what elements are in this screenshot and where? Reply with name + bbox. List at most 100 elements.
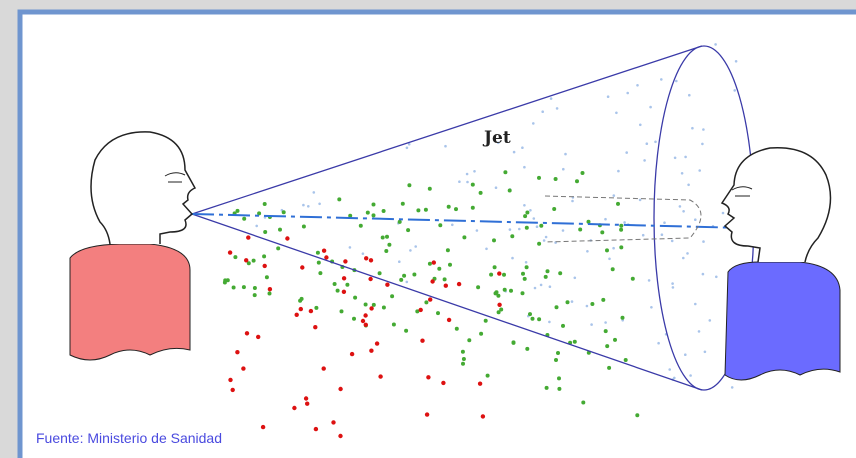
left-eye	[164, 172, 186, 183]
droplet	[492, 238, 496, 243]
droplet	[473, 170, 476, 173]
droplet	[606, 95, 610, 98]
droplet	[365, 210, 370, 215]
droplet	[444, 144, 447, 148]
droplet	[381, 305, 386, 310]
droplet	[554, 358, 558, 362]
droplet	[521, 271, 525, 276]
droplet	[524, 261, 528, 264]
droplet	[654, 140, 657, 144]
droplet	[518, 227, 521, 231]
droplet	[523, 165, 526, 169]
inhalation-zone	[544, 195, 702, 243]
droplet	[242, 216, 247, 221]
droplet	[585, 304, 589, 308]
droplet	[426, 375, 431, 380]
droplet	[714, 43, 717, 46]
droplet	[610, 267, 615, 272]
droplet	[630, 276, 635, 281]
droplet	[294, 312, 299, 317]
droplet	[387, 242, 392, 247]
droplet	[604, 321, 607, 324]
droplet	[397, 219, 402, 224]
droplet	[222, 280, 227, 285]
droplet	[552, 207, 557, 211]
droplet	[558, 271, 563, 276]
droplet	[561, 323, 565, 328]
droplet	[702, 240, 705, 243]
droplet	[324, 255, 329, 260]
droplet	[489, 272, 494, 277]
droplet	[252, 293, 257, 298]
droplet	[423, 207, 428, 212]
droplet	[570, 300, 574, 303]
droplet	[338, 433, 343, 439]
droplet	[427, 261, 432, 266]
droplet	[621, 319, 624, 322]
droplet	[478, 190, 483, 195]
droplet	[698, 169, 701, 172]
droplets	[222, 43, 740, 439]
droplet	[264, 275, 269, 280]
droplet	[424, 300, 429, 305]
droplet	[369, 348, 374, 353]
droplet	[619, 223, 624, 228]
droplet	[510, 234, 515, 239]
droplet	[641, 233, 645, 237]
droplet	[451, 223, 454, 227]
droplet	[378, 374, 383, 379]
droplet	[374, 341, 380, 346]
droplet	[285, 236, 290, 241]
droplet	[476, 285, 481, 290]
droplet	[580, 171, 585, 175]
droplet	[414, 245, 418, 248]
droplet	[608, 257, 611, 261]
droplet	[532, 122, 535, 125]
droplet	[522, 276, 527, 281]
droplet	[645, 142, 649, 145]
droplet	[524, 265, 529, 270]
droplet	[502, 287, 507, 292]
droplet	[483, 318, 488, 323]
droplet	[687, 183, 690, 187]
droplet	[402, 273, 407, 278]
droplet	[363, 302, 368, 307]
droplet	[680, 172, 684, 175]
droplet	[331, 420, 336, 425]
droplet	[548, 285, 552, 289]
droplet	[230, 387, 235, 393]
droplet	[299, 296, 304, 301]
droplet	[308, 308, 314, 314]
droplet	[260, 424, 266, 430]
droplet	[246, 235, 251, 240]
droplet	[302, 203, 305, 207]
droplet	[456, 281, 462, 287]
droplet	[616, 201, 620, 206]
droplet	[543, 274, 548, 279]
droplet	[549, 97, 553, 100]
droplet	[578, 227, 583, 232]
droplet	[475, 229, 479, 232]
droplet	[407, 142, 411, 146]
droplet	[701, 142, 704, 146]
droplet	[639, 123, 642, 127]
droplet	[369, 306, 374, 311]
droplet	[412, 272, 417, 277]
droplet	[689, 374, 692, 377]
droplet	[300, 265, 305, 270]
droplet	[684, 155, 687, 159]
droplet	[571, 199, 574, 203]
droplet	[663, 221, 666, 224]
cone-edge	[191, 45, 703, 215]
droplet	[619, 245, 624, 250]
droplet	[586, 219, 591, 224]
droplet	[581, 400, 586, 405]
droplet	[462, 235, 467, 240]
droplet	[480, 414, 486, 419]
droplet	[358, 223, 363, 228]
droplet	[496, 310, 501, 315]
droplet	[541, 110, 544, 113]
droplet	[643, 159, 646, 162]
droplet	[613, 337, 617, 342]
